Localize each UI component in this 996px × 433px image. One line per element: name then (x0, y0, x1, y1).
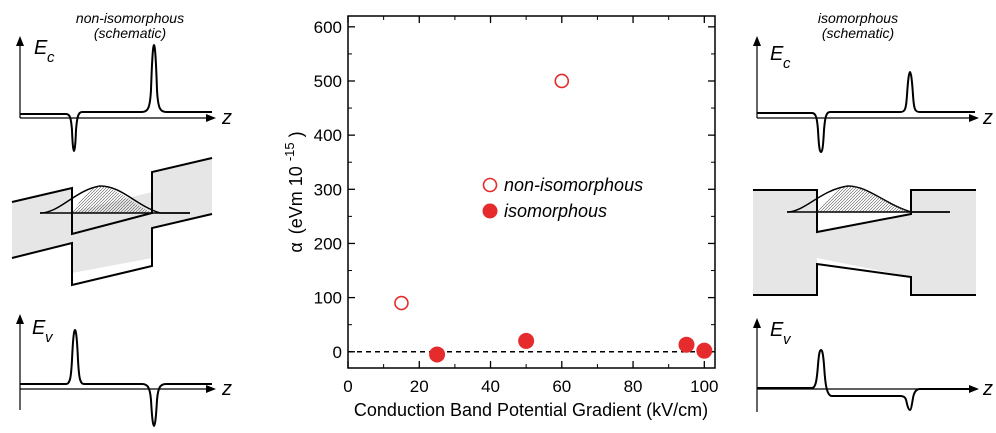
right-wavefunction-hatch (817, 186, 911, 212)
point-non-isomorphous-0 (394, 295, 409, 311)
legend-box (474, 171, 686, 222)
left-ec-z-label: z (221, 107, 232, 129)
y-axis-label-symbol: α (286, 242, 306, 252)
right-ev-symbol: E (770, 319, 784, 341)
left-band-gray-left (12, 188, 72, 258)
point-isomorphous-3 (696, 342, 713, 359)
y-tick-label: 400 (314, 126, 342, 145)
legend: non-isomorphous isomorphous (474, 171, 686, 222)
y-axis-label: α (eVm 10 -15 ) (278, 131, 306, 252)
point-isomorphous-2 (678, 336, 695, 353)
right-ec-z-label: z (982, 107, 993, 129)
right-ec-z-arrow (969, 114, 979, 122)
x-tick-label: 100 (690, 377, 718, 396)
plot-frame (347, 15, 716, 369)
left-ec-y-arrow (16, 36, 24, 46)
right-ev-curve (757, 348, 975, 412)
right-band-gray-left (753, 190, 817, 295)
point-isomorphous-0 (429, 346, 446, 363)
left-wavefunction-hatch (72, 186, 152, 213)
svg-text:α (eVm 10 -15: α (eVm 10 -15 ) (278, 131, 306, 252)
point-non-isomorphous-1 (554, 73, 570, 89)
left-ec-curve (20, 43, 212, 152)
x-tick-label: 20 (410, 377, 429, 396)
legend-marker-non-isomorphous (482, 177, 498, 193)
scatter-chart: 0 20 40 60 80 100 0 100 200 300 400 500 600 Conduct… (278, 15, 718, 420)
right-panel-title: isomorphous (818, 10, 898, 26)
left-schematic-panel: non-isomorphous (schematic) E c z E v z (11, 10, 232, 428)
left-panel-title: non-isomorphous (76, 10, 184, 26)
x-tick-label: 0 (343, 377, 352, 396)
x-tick-label: 60 (552, 377, 571, 396)
y-axis-label-units: (eVm 10 (286, 166, 306, 234)
y-tick-label: 100 (314, 289, 342, 308)
x-axis-label: Conduction Band Potential Gradient (kV/c… (354, 400, 708, 420)
left-ev-subscript: v (45, 329, 54, 346)
y-tick-label: 500 (314, 72, 342, 91)
legend-label-isomorphous: isomorphous (504, 201, 607, 221)
left-ec-z-arrow (206, 114, 216, 122)
right-ec-symbol: E (770, 43, 784, 65)
left-ev-curve (20, 328, 212, 428)
right-panel-subtitle: (schematic) (822, 25, 894, 41)
right-ev-y-arrow (753, 318, 761, 328)
right-valence-band-edge (753, 262, 976, 296)
right-ec-y-arrow (753, 36, 761, 46)
right-ec-subscript: c (783, 55, 791, 72)
left-panel-subtitle: (schematic) (94, 25, 166, 41)
point-isomorphous-1 (518, 332, 535, 349)
left-ev-z-label: z (221, 378, 232, 400)
y-axis-label-close: ) (286, 131, 306, 137)
left-ev-symbol: E (32, 317, 46, 339)
y-tick-label: 200 (314, 234, 342, 253)
right-ec-curve (757, 70, 975, 154)
left-ec-symbol: E (34, 37, 48, 59)
y-tick-label: 0 (333, 343, 342, 362)
right-schematic-panel: isomorphous (schematic) E c z E v z (753, 10, 993, 412)
y-tick-label: 600 (314, 18, 342, 37)
left-band-gray-right (152, 158, 212, 228)
right-band-gray-middle (817, 214, 911, 277)
legend-marker-isomorphous (482, 203, 498, 219)
left-ec-subscript: c (47, 49, 55, 66)
y-axis-label-exponent: -15 (282, 142, 297, 161)
left-ev-y-arrow (16, 314, 24, 324)
left-valence-band-edge (11, 213, 213, 287)
right-ev-subscript: v (783, 331, 792, 348)
right-conduction-band-edge (753, 189, 976, 234)
left-ev-z-arrow (206, 385, 216, 393)
y-tick-label: 300 (314, 180, 342, 199)
x-tick-label: 80 (624, 377, 643, 396)
right-ev-z-label: z (982, 378, 993, 400)
x-tick-label: 40 (481, 377, 500, 396)
left-conduction-band-edge (11, 157, 213, 236)
right-band-gray-right (911, 190, 976, 295)
legend-label-non-isomorphous: non-isomorphous (504, 175, 643, 195)
